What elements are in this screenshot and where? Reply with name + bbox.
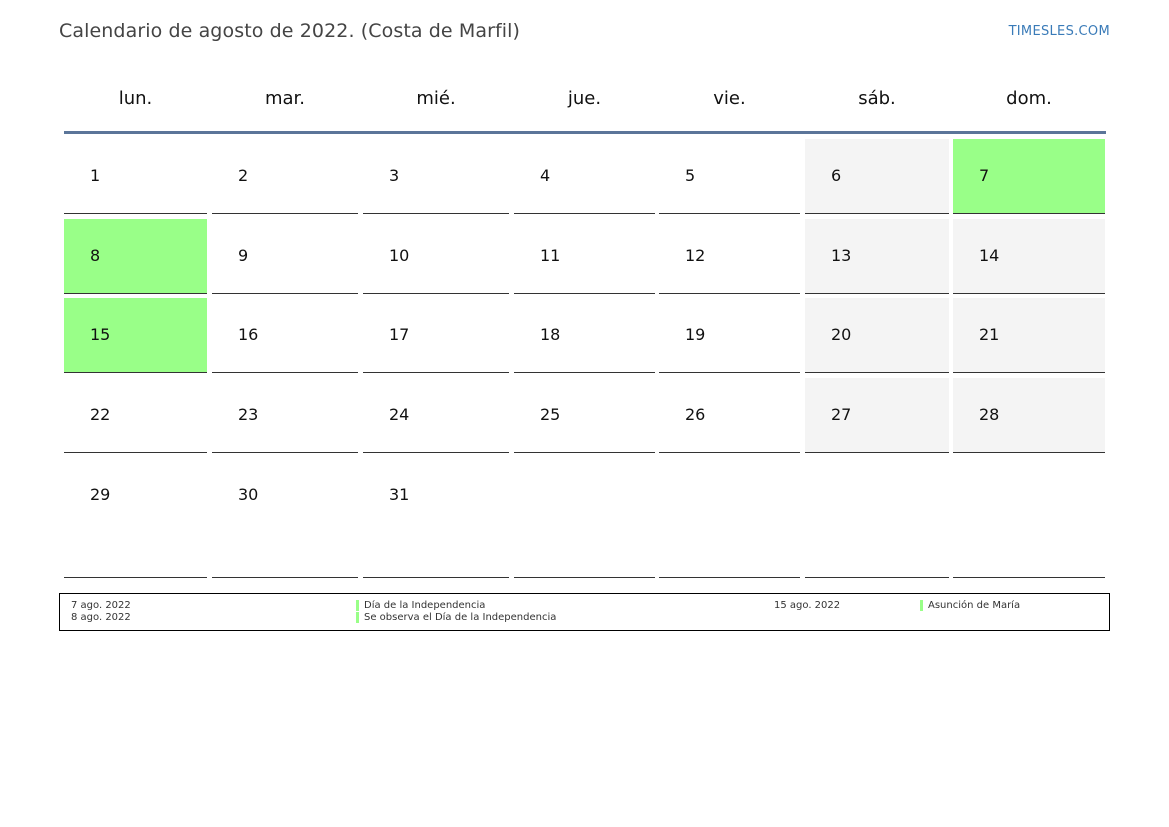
day-number: 21 [979, 325, 1000, 344]
day-cell: 4 [514, 139, 655, 214]
day-number: 13 [831, 246, 852, 265]
day-cell: 28 [953, 378, 1105, 453]
day-cell: 5 [659, 139, 800, 214]
legend-date: 8 ago. 2022 [71, 612, 131, 623]
holiday-color-marker [356, 612, 359, 623]
day-cell: 2 [212, 139, 358, 214]
day-number: 31 [389, 485, 410, 504]
weekday-label: dom. [1006, 88, 1052, 109]
day-cell: 24 [363, 378, 509, 453]
day-number: 23 [238, 405, 259, 424]
day-cell: 18 [514, 298, 655, 373]
day-number: 22 [90, 405, 111, 424]
holiday-legend: 7 ago. 2022 Día de la Independencia 8 ag… [59, 593, 1110, 631]
day-number: 12 [685, 246, 706, 265]
day-number: 4 [540, 166, 551, 185]
day-number: 8 [90, 246, 101, 265]
day-cell: 19 [659, 298, 800, 373]
day-cell: 29 [64, 458, 207, 578]
day-number: 25 [540, 405, 561, 424]
day-number: 7 [979, 166, 990, 185]
weekday-label: lun. [118, 88, 153, 109]
day-cell: 22 [64, 378, 207, 453]
day-number: 11 [540, 246, 561, 265]
holiday-color-marker [920, 600, 923, 611]
day-cell: 16 [212, 298, 358, 373]
day-cell: 26 [659, 378, 800, 453]
day-number: 10 [389, 246, 410, 265]
day-cell [953, 458, 1105, 578]
day-number: 24 [389, 405, 410, 424]
day-number: 29 [90, 485, 111, 504]
legend-date: 15 ago. 2022 [774, 600, 841, 611]
day-cell: 13 [805, 219, 949, 294]
day-number: 20 [831, 325, 852, 344]
day-number: 27 [831, 405, 852, 424]
weekday-label: vie. [713, 88, 746, 109]
day-number: 28 [979, 405, 1000, 424]
day-cell: 10 [363, 219, 509, 294]
day-number: 3 [389, 166, 400, 185]
day-cell: 20 [805, 298, 949, 373]
day-cell: 27 [805, 378, 949, 453]
day-cell: 21 [953, 298, 1105, 373]
day-cell: 30 [212, 458, 358, 578]
day-number: 5 [685, 166, 696, 185]
legend-date: 7 ago. 2022 [71, 600, 131, 611]
holiday-color-marker [356, 600, 359, 611]
day-cell: 17 [363, 298, 509, 373]
day-cell: 9 [212, 219, 358, 294]
day-number: 2 [238, 166, 249, 185]
day-number: 1 [90, 166, 101, 185]
weekday-label: mar. [264, 88, 306, 109]
legend-holiday-name: Día de la Independencia [364, 600, 486, 611]
day-number: 16 [238, 325, 259, 344]
day-number: 18 [540, 325, 561, 344]
weekday-label: sáb. [858, 88, 896, 109]
weekday-label: mié. [416, 88, 456, 109]
day-number: 15 [90, 325, 111, 344]
day-cell [659, 458, 800, 578]
day-cell: 7 [953, 139, 1105, 214]
day-cell: 3 [363, 139, 509, 214]
brand-link[interactable]: TIMESLES.COM [1008, 24, 1110, 39]
day-cell: 8 [64, 219, 207, 294]
day-number: 19 [685, 325, 706, 344]
day-number: 17 [389, 325, 410, 344]
day-cell: 25 [514, 378, 655, 453]
day-number: 6 [831, 166, 842, 185]
day-cell: 12 [659, 219, 800, 294]
day-cell: 15 [64, 298, 207, 373]
page-title: Calendario de agosto de 2022. (Costa de … [59, 20, 521, 42]
day-cell: 23 [212, 378, 358, 453]
weekday-label: jue. [567, 88, 602, 109]
day-cell [514, 458, 655, 578]
day-number: 30 [238, 485, 259, 504]
day-cell: 1 [64, 139, 207, 214]
day-cell [805, 458, 949, 578]
day-cell: 11 [514, 219, 655, 294]
legend-holiday-name: Se observa el Día de la Independencia [364, 612, 557, 623]
legend-holiday-name: Asunción de María [928, 600, 1021, 611]
header-divider [64, 131, 1106, 134]
day-number: 9 [238, 246, 249, 265]
day-cell: 31 [363, 458, 509, 578]
day-number: 14 [979, 246, 1000, 265]
day-number: 26 [685, 405, 706, 424]
day-cell: 6 [805, 139, 949, 214]
day-cell: 14 [953, 219, 1105, 294]
